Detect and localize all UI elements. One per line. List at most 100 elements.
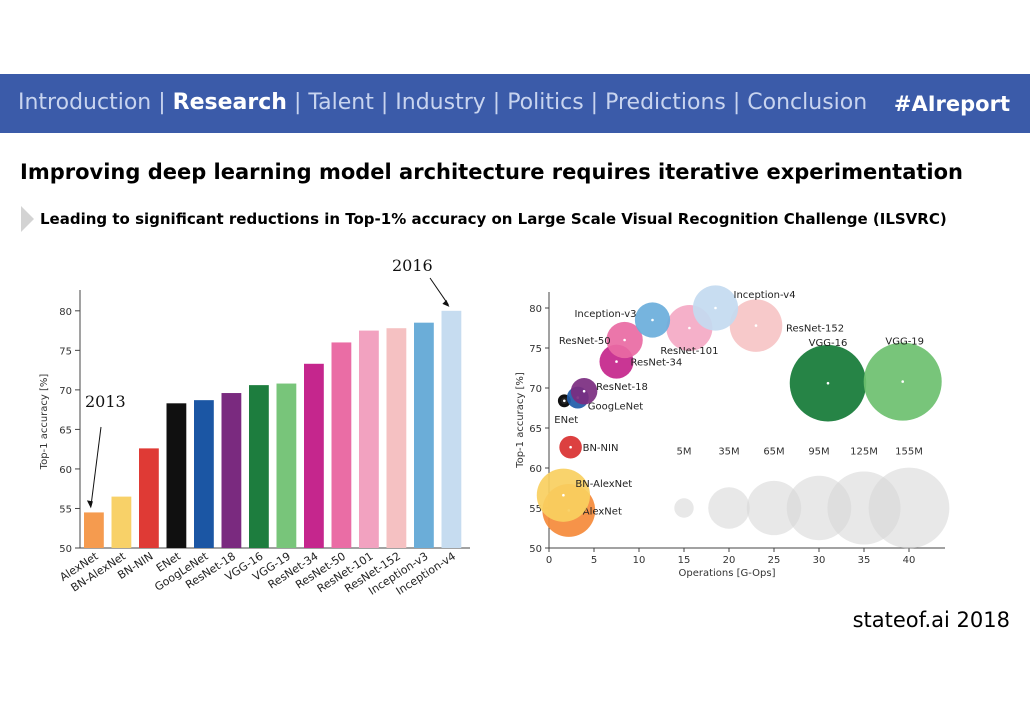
y-tick-label: 80 bbox=[529, 304, 542, 315]
annotation-arrow bbox=[90, 426, 102, 507]
bar-inception-v4 bbox=[441, 310, 462, 548]
nav-item-introduction[interactable]: Introduction bbox=[18, 90, 152, 115]
y-tick-label: 65 bbox=[59, 425, 72, 436]
size-legend-bubble bbox=[746, 480, 802, 536]
y-tick-label: 55 bbox=[529, 504, 542, 515]
bubble-center-dot bbox=[754, 324, 758, 327]
x-tick-label: 15 bbox=[678, 555, 691, 566]
bar-vgg-19 bbox=[276, 383, 297, 548]
y-tick-label: 70 bbox=[59, 386, 72, 397]
y-tick-label: 60 bbox=[59, 465, 72, 476]
size-legend-label: 155M bbox=[895, 446, 923, 457]
size-legend-label: 65M bbox=[763, 446, 784, 457]
nav-separator: | bbox=[158, 90, 166, 115]
nav-item-talent[interactable]: Talent bbox=[308, 90, 374, 115]
y-tick-label: 60 bbox=[529, 464, 542, 475]
bubble-center-dot bbox=[714, 306, 717, 310]
annotation-label: 2013 bbox=[85, 392, 126, 411]
bar-resnet-152 bbox=[386, 328, 407, 548]
y-tick-label: 50 bbox=[529, 544, 542, 555]
x-tick-label: 30 bbox=[813, 555, 826, 566]
bubble-label: BN-NIN bbox=[583, 443, 619, 454]
size-legend-bubble bbox=[868, 467, 950, 549]
bar-inception-v3 bbox=[414, 322, 434, 548]
y-axis-title: Top-1 accuracy [%] bbox=[39, 374, 50, 471]
y-tick-label: 70 bbox=[529, 384, 542, 395]
bubble-label: ResNet-18 bbox=[596, 382, 648, 393]
bubble-label: AlexNet bbox=[583, 506, 622, 517]
bubble-center-dot bbox=[562, 493, 565, 497]
bubble-center-dot bbox=[623, 338, 626, 342]
bubble-center-dot bbox=[569, 445, 572, 449]
nav-item-conclusion[interactable]: Conclusion bbox=[747, 90, 868, 115]
x-tick-label: 35 bbox=[858, 555, 871, 566]
nav-item-research[interactable]: Research bbox=[172, 90, 287, 115]
nav-item-industry[interactable]: Industry bbox=[395, 90, 486, 115]
bar-googlenet bbox=[194, 400, 214, 548]
hashtag-label: #AIreport bbox=[893, 92, 1010, 116]
x-tick-label: 20 bbox=[723, 555, 736, 566]
bubble-label: Inception-v3 bbox=[574, 309, 636, 320]
nav-item-predictions[interactable]: Predictions bbox=[605, 90, 726, 115]
bubble-label: GoogLeNet bbox=[588, 402, 644, 413]
nav-separator: | bbox=[380, 90, 389, 115]
size-legend-bubble bbox=[674, 498, 694, 518]
size-legend-label: 35M bbox=[718, 446, 739, 457]
bubble-label: VGG-19 bbox=[885, 337, 924, 348]
bubble-center-dot bbox=[688, 326, 691, 330]
x-tick-label: 0 bbox=[546, 555, 552, 566]
nav-separator: | bbox=[293, 90, 302, 115]
size-legend-bubble bbox=[708, 487, 750, 529]
bar-resnet-34 bbox=[304, 363, 324, 548]
bubble-label: Inception-v4 bbox=[734, 290, 796, 301]
bubble-chart: 50 55 60 65 70 75 80 0 5 10 15 20 25 30 35 40 Operations… bbox=[515, 285, 950, 579]
bubble-label: ResNet-152 bbox=[786, 324, 844, 335]
bubble-label: VGG-16 bbox=[809, 338, 848, 349]
top-nav-bar: Introduction | Research | Talent | Industry | Po… bbox=[0, 74, 1030, 133]
y-tick-label: 75 bbox=[59, 346, 72, 357]
bubble-center-dot bbox=[826, 381, 830, 385]
bar-bn-alexnet bbox=[111, 496, 132, 548]
bubble-label: ResNet-50 bbox=[559, 336, 611, 347]
bar-resnet-50 bbox=[331, 342, 352, 548]
section-nav: Introduction | Research | Talent | Industry | Po… bbox=[18, 90, 867, 115]
bubble-label: ENet bbox=[554, 415, 578, 426]
size-legend-label: 125M bbox=[850, 446, 878, 457]
annotation-label: 2016 bbox=[392, 256, 433, 275]
x-tick-label: 40 bbox=[903, 555, 916, 566]
y-tick-label: 50 bbox=[59, 544, 72, 555]
footer-source: stateof.ai 2018 bbox=[852, 608, 1010, 632]
slide-subtitle: Leading to significant reductions in Top… bbox=[40, 210, 947, 228]
x-tick-label: 10 bbox=[633, 555, 646, 566]
x-tick-label: 25 bbox=[768, 555, 781, 566]
y-axis-title: Top-1 accuracy [%] bbox=[515, 372, 526, 469]
bar-vgg-16 bbox=[249, 385, 269, 548]
y-tick-label: 55 bbox=[59, 504, 72, 515]
annotation-arrow bbox=[429, 277, 449, 306]
bubble-center-dot bbox=[563, 399, 566, 403]
arrowhead-icon bbox=[442, 299, 450, 307]
bubble-label: ResNet-34 bbox=[631, 358, 683, 369]
bar-resnet-101 bbox=[359, 330, 379, 548]
arrowhead-icon bbox=[86, 500, 93, 509]
y-tick-label: 80 bbox=[59, 307, 72, 318]
x-tick-label: 5 bbox=[591, 555, 597, 566]
y-tick-label: 65 bbox=[529, 424, 542, 435]
nav-separator: | bbox=[732, 90, 741, 115]
nav-separator: | bbox=[590, 90, 599, 115]
x-axis-title: Operations [G-Ops] bbox=[678, 568, 775, 579]
bar-bn-nin bbox=[139, 448, 159, 548]
size-legend-label: 5M bbox=[677, 446, 692, 457]
bullet-arrow-icon bbox=[21, 206, 34, 232]
bubble-center-dot bbox=[651, 318, 654, 322]
slide-title: Improving deep learning model architectu… bbox=[20, 160, 964, 184]
bar-enet bbox=[166, 403, 187, 548]
bubble-label: BN-AlexNet bbox=[575, 479, 632, 490]
size-legend-label: 95M bbox=[808, 446, 829, 457]
bubble-label: ResNet-101 bbox=[660, 346, 718, 357]
y-tick-label: 75 bbox=[529, 344, 542, 355]
nav-item-politics[interactable]: Politics bbox=[507, 90, 584, 115]
bubble-center-dot bbox=[615, 360, 618, 363]
bar-alexnet bbox=[84, 512, 104, 548]
